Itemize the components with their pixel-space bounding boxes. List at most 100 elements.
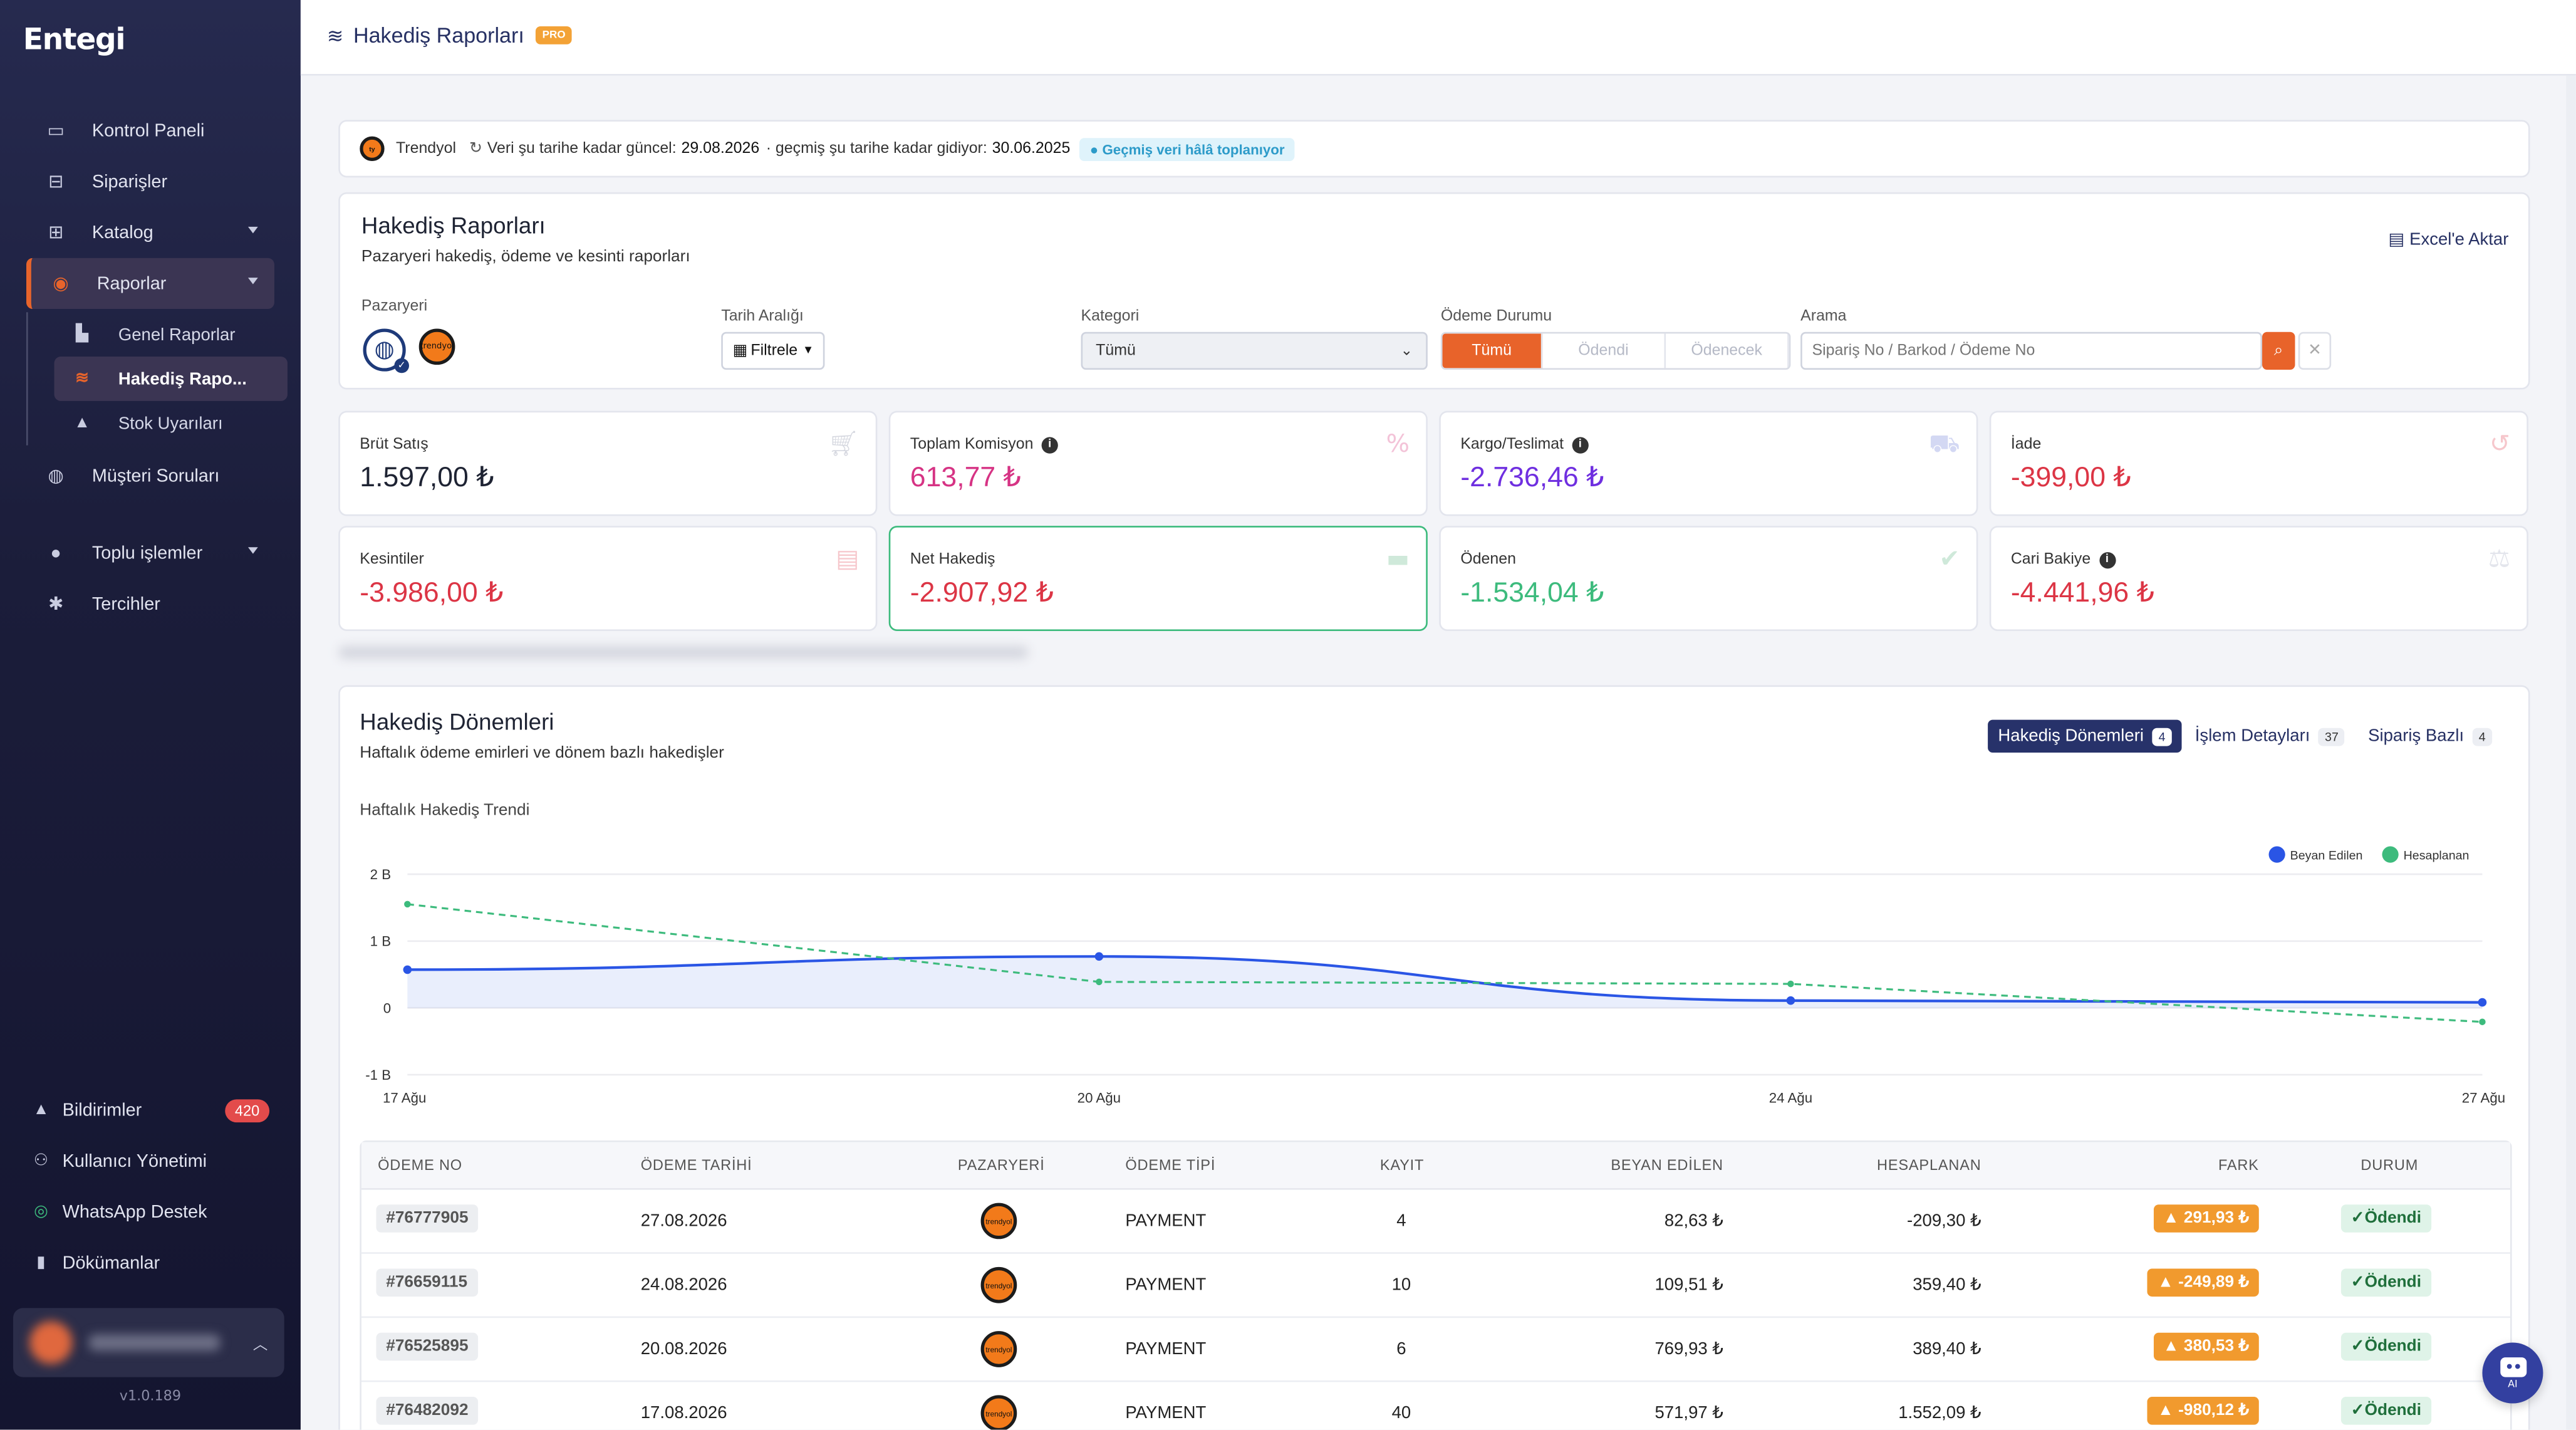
column-header[interactable]: BEYAN EDİLEN [1611, 1157, 1723, 1174]
stat-label-text: Kargo/Teslimat [1460, 435, 1564, 454]
info-icon[interactable]: i [2099, 551, 2116, 568]
page-scrollbar[interactable] [2566, 75, 2576, 1430]
sidebar-item-label: Dökümanlar [62, 1253, 160, 1273]
sidebar-item-raporlar[interactable]: ◉ Raporlar [26, 258, 274, 310]
sidebar-item-siparisler[interactable]: ⊟ Siparişler [0, 156, 301, 207]
payment-date: 27.08.2026 [640, 1211, 727, 1231]
history-date: 30.06.2025 [992, 139, 1071, 158]
tab-count-badge: 37 [2318, 727, 2345, 746]
search-button[interactable]: ⌕ [2262, 331, 2295, 370]
payment-number-badge[interactable]: #76525895 [376, 1332, 479, 1361]
wallet-icon: ▬ [1386, 544, 1410, 574]
payment-status-pending[interactable]: Ödenecek [1666, 333, 1789, 368]
cart-icon: 🛒︎ [828, 429, 860, 459]
table-row[interactable]: #76777905 27.08.2026 trendyol PAYMENT 4 82,63… [361, 1190, 2511, 1254]
sidebar-item-bildirimler[interactable]: ▲ Bildirimler 420 [0, 1085, 301, 1135]
sidebar-item-toplu-islemler[interactable]: ● Toplu işlemler [0, 528, 301, 578]
table-row[interactable]: #76482092 17.08.2026 trendyol PAYMENT 40 571,… [361, 1382, 2510, 1430]
fire-icon: ● [50, 543, 61, 563]
stat-label-text: Kesintiler [360, 550, 424, 569]
sidebar-subitem-genel-raporlar[interactable]: ▙ Genel Raporlar [26, 312, 301, 357]
marketplace-trendyol-button[interactable]: trendyol [418, 328, 455, 365]
sidebar-item-dokumanlar[interactable]: ▮ Dökümanlar [0, 1238, 301, 1288]
column-header[interactable]: ÖDEME TARİHİ [640, 1157, 752, 1174]
tab-count-badge: 4 [2472, 727, 2493, 746]
chevron-down-icon [247, 226, 258, 234]
search-input[interactable] [1800, 331, 2263, 370]
category-select[interactable]: Tümü ⌄ [1081, 331, 1428, 370]
clear-search-button[interactable]: ✕ [2298, 331, 2332, 370]
sidebar-item-whatsapp-destek[interactable]: ◎ WhatsApp Destek [0, 1186, 301, 1237]
table-row[interactable]: #76525895 20.08.2026 trendyol PAYMENT 6 769,9… [361, 1318, 2511, 1382]
export-excel-button[interactable]: ▤ Excel'e Aktar [2388, 230, 2508, 249]
sync-info-bar: ty Trendyol ↻ Veri şu tarihe kadar günce… [338, 120, 2530, 178]
payment-status-paid[interactable]: Ödendi [1542, 333, 1666, 368]
column-header[interactable]: KAYIT [1379, 1157, 1425, 1174]
status-text: Ödendi [2364, 1401, 2422, 1420]
status-badge: ✓Ödendi [2340, 1397, 2431, 1425]
table-row[interactable]: #76659115 24.08.2026 trendyol PAYMENT 10 109,… [361, 1254, 2511, 1318]
updated-label: Veri şu tarihe kadar güncel: [487, 139, 677, 158]
sidebar-item-kullanici-yonetimi[interactable]: ⚇ Kullanıcı Yönetimi [0, 1135, 301, 1186]
sidebar-item-tercihler[interactable]: ✱ Tercihler [0, 578, 301, 629]
trendyol-logo: trendyol [980, 1395, 1017, 1430]
column-header[interactable]: DURUM [2360, 1157, 2419, 1174]
column-header[interactable]: PAZARYERİ [957, 1157, 1045, 1174]
stat-label-text: Toplam Komisyon [910, 435, 1034, 454]
sidebar-bottom: ▲ Bildirimler 420 ⚇ Kullanıcı Yönetimi ◎… [0, 1085, 301, 1288]
column-header[interactable]: ÖDEME TİPİ [1125, 1157, 1216, 1174]
difference-badge: ▲ 291,93 ₺ [2153, 1204, 2259, 1233]
info-icon[interactable]: i [1041, 436, 1058, 453]
app-logo[interactable]: Entegi [23, 23, 126, 58]
table-header: ÖDEME NO ÖDEME TARİHİ PAZARYERİ ÖDEME Tİ… [361, 1142, 2511, 1190]
marketplace-all-button[interactable]: ◍ [363, 328, 406, 372]
payment-type: PAYMENT [1125, 1275, 1207, 1295]
tab-siparis-bazli[interactable]: Sipariş Bazlı 4 [2358, 720, 2502, 753]
calculated-amount: 389,40 ₺ [1913, 1339, 1981, 1359]
info-icon[interactable]: i [1572, 436, 1589, 453]
bell-icon: ▲ [74, 414, 91, 432]
declared-amount: 571,97 ₺ [1654, 1403, 1723, 1423]
sidebar-nav: ▭ Kontrol Paneli ⊟ Siparişler ⊞ Katalog … [0, 105, 301, 630]
sidebar-item-kontrol-paneli[interactable]: ▭ Kontrol Paneli [0, 105, 301, 156]
history-label: · geçmiş şu tarihe kadar gidiyor: [766, 139, 987, 158]
user-menu[interactable]: ︿ [13, 1308, 284, 1377]
stat-card-cari-bakiye: Cari Bakiye i -4.441,96 ₺ ⚖ [1989, 526, 2528, 632]
laptop-icon: ▭ [47, 122, 65, 142]
periods-tabs: Hakediş Dönemleri 4 İşlem Detayları 37 Sip… [1985, 719, 2502, 753]
x-tick-label: 20 Ağu [1078, 1090, 1121, 1106]
sidebar-item-label: Toplu işlemler [91, 543, 203, 563]
column-header[interactable]: ÖDEME NO [378, 1157, 462, 1174]
sidebar-subitem-stok-uyarilari[interactable]: ▲ Stok Uyarıları [26, 401, 301, 446]
sidebar-subitem-hakedis-raporlari[interactable]: ≋ Hakediş Rapo... [54, 357, 288, 401]
file-excel-icon: ▤ [2388, 230, 2405, 250]
tab-hakedis-donemleri[interactable]: Hakediş Dönemleri 4 [1988, 719, 2182, 753]
chevron-up-icon: ︿ [252, 1337, 268, 1354]
date-range-filter-button[interactable]: ▦ Filtrele ▼ [721, 331, 826, 370]
stat-value: -2.907,92 ₺ [910, 577, 1054, 608]
payment-number-badge[interactable]: #76482092 [376, 1397, 479, 1425]
column-header[interactable]: FARK [2218, 1157, 2259, 1174]
status-text: Ödendi [2364, 1273, 2422, 1292]
warning-icon: ▲ [2157, 1273, 2179, 1292]
weekly-trend-chart: 2 B 1 B 0 -1 B 17 Ağu 20 Ağu 24 Ağu 27 Ağu Beyan… [365, 846, 2505, 1106]
payment-status-all[interactable]: Tümü [1442, 333, 1543, 368]
series-line-1 [407, 903, 2483, 1023]
warning-icon: ▲ [2157, 1401, 2179, 1420]
column-header[interactable]: HESAPLANAN [1877, 1157, 1981, 1174]
status-badge: ✓Ödendi [2340, 1332, 2431, 1361]
stat-value: 1.597,00 ₺ [360, 461, 494, 493]
periods-subtitle: Haftalık ödeme emirleri ve dönem bazlı h… [360, 744, 724, 763]
sidebar-item-musteri-sorulari[interactable]: ◍ Müşteri Soruları [0, 451, 301, 501]
payment-number-badge[interactable]: #76659115 [376, 1268, 477, 1297]
stat-label: Cari Bakiye i [2011, 551, 2116, 568]
inbox-icon: ⊟ [48, 172, 64, 192]
payment-number-badge[interactable]: #76777905 [376, 1204, 479, 1233]
ai-assistant-button[interactable]: AI [2482, 1342, 2543, 1404]
book-icon: ▮ [36, 1253, 46, 1272]
payment-date: 20.08.2026 [640, 1339, 727, 1359]
stat-label: Toplam Komisyon i [910, 436, 1058, 454]
sidebar-item-katalog[interactable]: ⊞ Katalog [0, 207, 301, 258]
tab-islem-detaylari[interactable]: İşlem Detayları 37 [2185, 720, 2355, 753]
data-point [1786, 996, 1795, 1005]
